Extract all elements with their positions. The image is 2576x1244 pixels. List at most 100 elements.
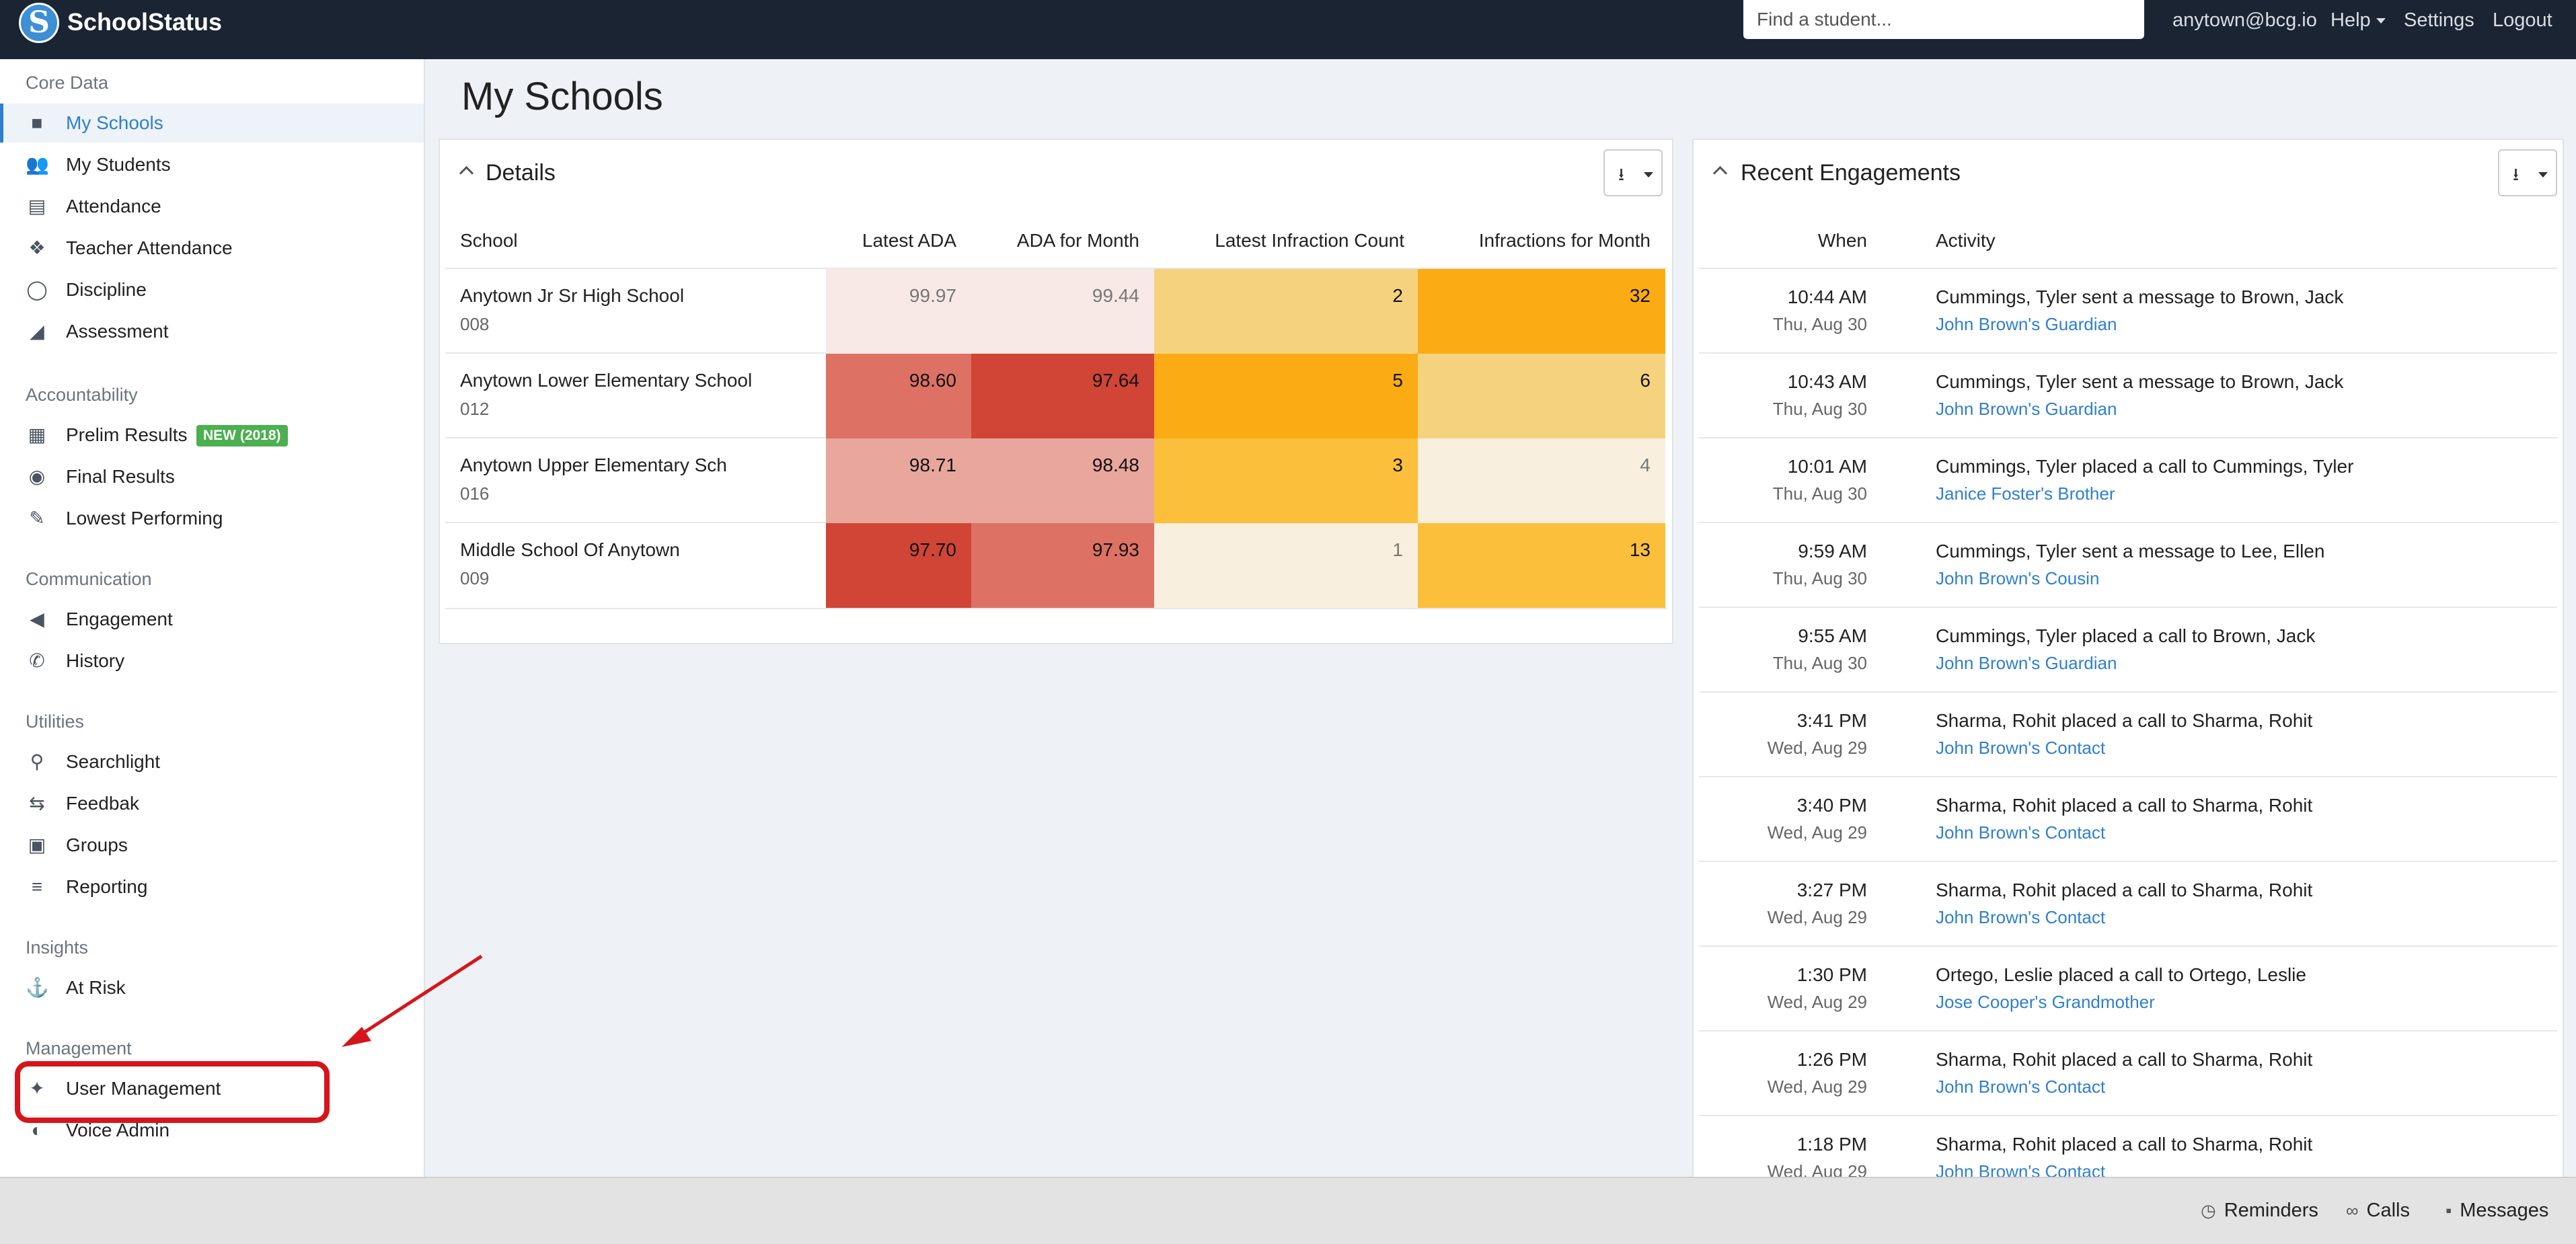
cell-latest-infraction: 2 xyxy=(1154,269,1418,354)
school-name[interactable]: Anytown Lower Elementary School xyxy=(460,370,753,391)
engagements-export-button[interactable]: ⭳ xyxy=(2498,149,2557,196)
chat-icon: ▪ xyxy=(2446,1200,2452,1220)
sidebar-item-label: Assessment xyxy=(66,321,169,342)
cell-latest-infraction: 5 xyxy=(1154,354,1418,438)
sidebar-item-label: Discipline xyxy=(66,279,147,300)
download-icon: ⭳ xyxy=(1618,164,1625,184)
ticket-icon: ❖ xyxy=(28,237,46,258)
row-divider xyxy=(1699,1115,2557,1116)
sidebar-item-groups[interactable]: ▣ Groups xyxy=(0,826,424,865)
engagement-contact-link[interactable]: John Brown's Cousin xyxy=(1936,568,2100,588)
sidebar-item-my-students[interactable]: 👥 My Students xyxy=(0,145,424,184)
school-code: 008 xyxy=(460,314,490,334)
person-icon: ✦ xyxy=(29,1078,45,1099)
sidebar-item-engagement[interactable]: ◀ Engagement xyxy=(0,600,424,639)
engagement-time: 9:59 AM xyxy=(1798,541,1867,561)
brand-name[interactable]: SchoolStatus xyxy=(67,8,223,36)
col-header-latest-ada[interactable]: Latest ADA xyxy=(862,230,956,251)
sidebar-item-at-risk[interactable]: ⚓ At Risk xyxy=(0,968,424,1007)
help-menu[interactable]: Help xyxy=(2331,7,2386,34)
details-export-button[interactable]: ⭳ xyxy=(1603,149,1663,196)
sidebar-item-lowest-performing[interactable]: ✎ Lowest Performing xyxy=(0,499,424,538)
engagement-time: 9:55 AM xyxy=(1798,625,1867,646)
messages-button[interactable]: ▪ Messages xyxy=(2446,1197,2548,1224)
list-icon: ≡ xyxy=(31,876,43,897)
engagement-contact-link[interactable]: John Brown's Guardian xyxy=(1936,653,2117,673)
logout-link[interactable]: Logout xyxy=(2493,9,2552,31)
user-email-link[interactable]: anytown@bcg.io xyxy=(2172,9,2317,31)
sidebar-item-voice-admin[interactable]: ◐ Voice Admin xyxy=(0,1111,424,1150)
sidebar-item-teacher-attendance[interactable]: ❖ Teacher Attendance xyxy=(0,229,424,268)
messages-label: Messages xyxy=(2460,1200,2549,1221)
calls-button[interactable]: ∞ Calls xyxy=(2346,1197,2410,1224)
col-header-school[interactable]: School xyxy=(460,230,518,251)
schoolstatus-logo-icon[interactable]: S xyxy=(19,3,59,43)
details-title[interactable]: Details xyxy=(486,160,556,186)
sidebar-item-history[interactable]: ✆ History xyxy=(0,642,424,681)
engagement-contact-link[interactable]: Janice Foster's Brother xyxy=(1936,483,2115,504)
cell-ada-month: 97.64 xyxy=(971,354,1154,438)
sidebar-item-reporting[interactable]: ≡ Reporting xyxy=(0,867,424,906)
school-name[interactable]: Anytown Jr Sr High School xyxy=(460,285,685,306)
sidebar-item-feedbak[interactable]: ⇆ Feedbak xyxy=(0,784,424,823)
student-search-input[interactable] xyxy=(1743,0,2144,39)
engagement-activity: Sharma, Rohit placed a call to Sharma, R… xyxy=(1936,710,2313,731)
cell-ada-month: 99.44 xyxy=(971,269,1154,354)
engagement-time: 3:40 PM xyxy=(1796,795,1867,816)
cell-infractions-month: 4 xyxy=(1418,438,1665,523)
sidebar-item-label: Groups xyxy=(66,834,128,855)
engagement-contact-link[interactable]: Jose Cooper's Grandmother xyxy=(1936,992,2155,1012)
recent-engagements-title[interactable]: Recent Engagements xyxy=(1741,160,1961,186)
row-divider xyxy=(445,352,826,354)
sidebar-item-label: Engagement xyxy=(66,609,173,629)
clock-icon: ◷ xyxy=(2201,1200,2216,1220)
cell-latest-infraction: 3 xyxy=(1154,438,1418,523)
sidebar-item-user-management[interactable]: ✦ User Management xyxy=(0,1069,424,1108)
recent-engagements-panel xyxy=(1692,139,2564,1188)
sidebar-item-prelim-results[interactable]: ▦ Prelim Results NEW (2018) xyxy=(0,416,424,455)
row-divider xyxy=(1699,607,2557,608)
sidebar-item-label: At Risk xyxy=(66,977,126,998)
sidebar-item-final-results[interactable]: ◉ Final Results xyxy=(0,457,424,496)
sidebar-item-label: Feedbak xyxy=(66,793,139,814)
settings-link[interactable]: Settings xyxy=(2404,9,2474,31)
cell-infractions-month: 6 xyxy=(1418,354,1665,438)
engagement-date: Thu, Aug 30 xyxy=(1772,483,1867,504)
sidebar-item-my-schools[interactable]: ■ My Schools xyxy=(0,104,424,143)
engagement-time: 3:27 PM xyxy=(1796,880,1867,900)
sidebar-item-assessment[interactable]: ◢ Assessment xyxy=(0,312,424,351)
sidebar-item-label: Prelim Results xyxy=(66,424,188,445)
col-header-ada-month[interactable]: ADA for Month xyxy=(1016,230,1139,251)
sidebar-item-discipline[interactable]: ◯ Discipline xyxy=(0,270,424,309)
sidebar-item-attendance[interactable]: ▤ Attendance xyxy=(0,187,424,226)
school-name[interactable]: Anytown Upper Elementary Sch xyxy=(460,455,727,475)
sidebar-item-label: My Schools xyxy=(66,112,163,133)
engagement-contact-link[interactable]: John Brown's Contact xyxy=(1936,822,2106,843)
sidebar-item-label: Voice Admin xyxy=(66,1120,170,1140)
engagement-activity: Sharma, Rohit placed a call to Sharma, R… xyxy=(1936,795,2313,816)
engagement-contact-link[interactable]: John Brown's Contact xyxy=(1936,907,2106,927)
sidebar-item-searchlight[interactable]: ⚲ Searchlight xyxy=(0,742,424,781)
engagement-contact-link[interactable]: John Brown's Contact xyxy=(1936,738,2106,758)
col-header-when[interactable]: When xyxy=(1817,230,1867,251)
section-management: Management xyxy=(26,1038,132,1058)
calls-label: Calls xyxy=(2366,1200,2411,1221)
col-header-infractions-month[interactable]: Infractions for Month xyxy=(1478,230,1651,251)
reminders-button[interactable]: ◷ Reminders xyxy=(2201,1197,2318,1224)
engagement-date: Wed, Aug 29 xyxy=(1767,738,1867,758)
school-name[interactable]: Middle School Of Anytown xyxy=(460,539,680,560)
cell-latest-ada: 98.60 xyxy=(826,354,971,438)
sidebar-item-label: Reporting xyxy=(66,876,148,897)
section-insights: Insights xyxy=(26,937,89,958)
engagement-date: Wed, Aug 29 xyxy=(1767,822,1867,843)
sidebar-item-label: User Management xyxy=(66,1078,221,1099)
sidebar-item-label: Attendance xyxy=(66,196,161,217)
chevron-down-icon xyxy=(2376,18,2386,24)
page-title: My Schools xyxy=(461,75,663,118)
engagement-time: 1:26 PM xyxy=(1796,1049,1867,1070)
col-header-activity[interactable]: Activity xyxy=(1936,230,1996,251)
engagement-contact-link[interactable]: John Brown's Guardian xyxy=(1936,314,2117,334)
engagement-contact-link[interactable]: John Brown's Guardian xyxy=(1936,399,2117,419)
engagement-contact-link[interactable]: John Brown's Contact xyxy=(1936,1077,2106,1097)
col-header-latest-infraction[interactable]: Latest Infraction Count xyxy=(1215,230,1404,251)
